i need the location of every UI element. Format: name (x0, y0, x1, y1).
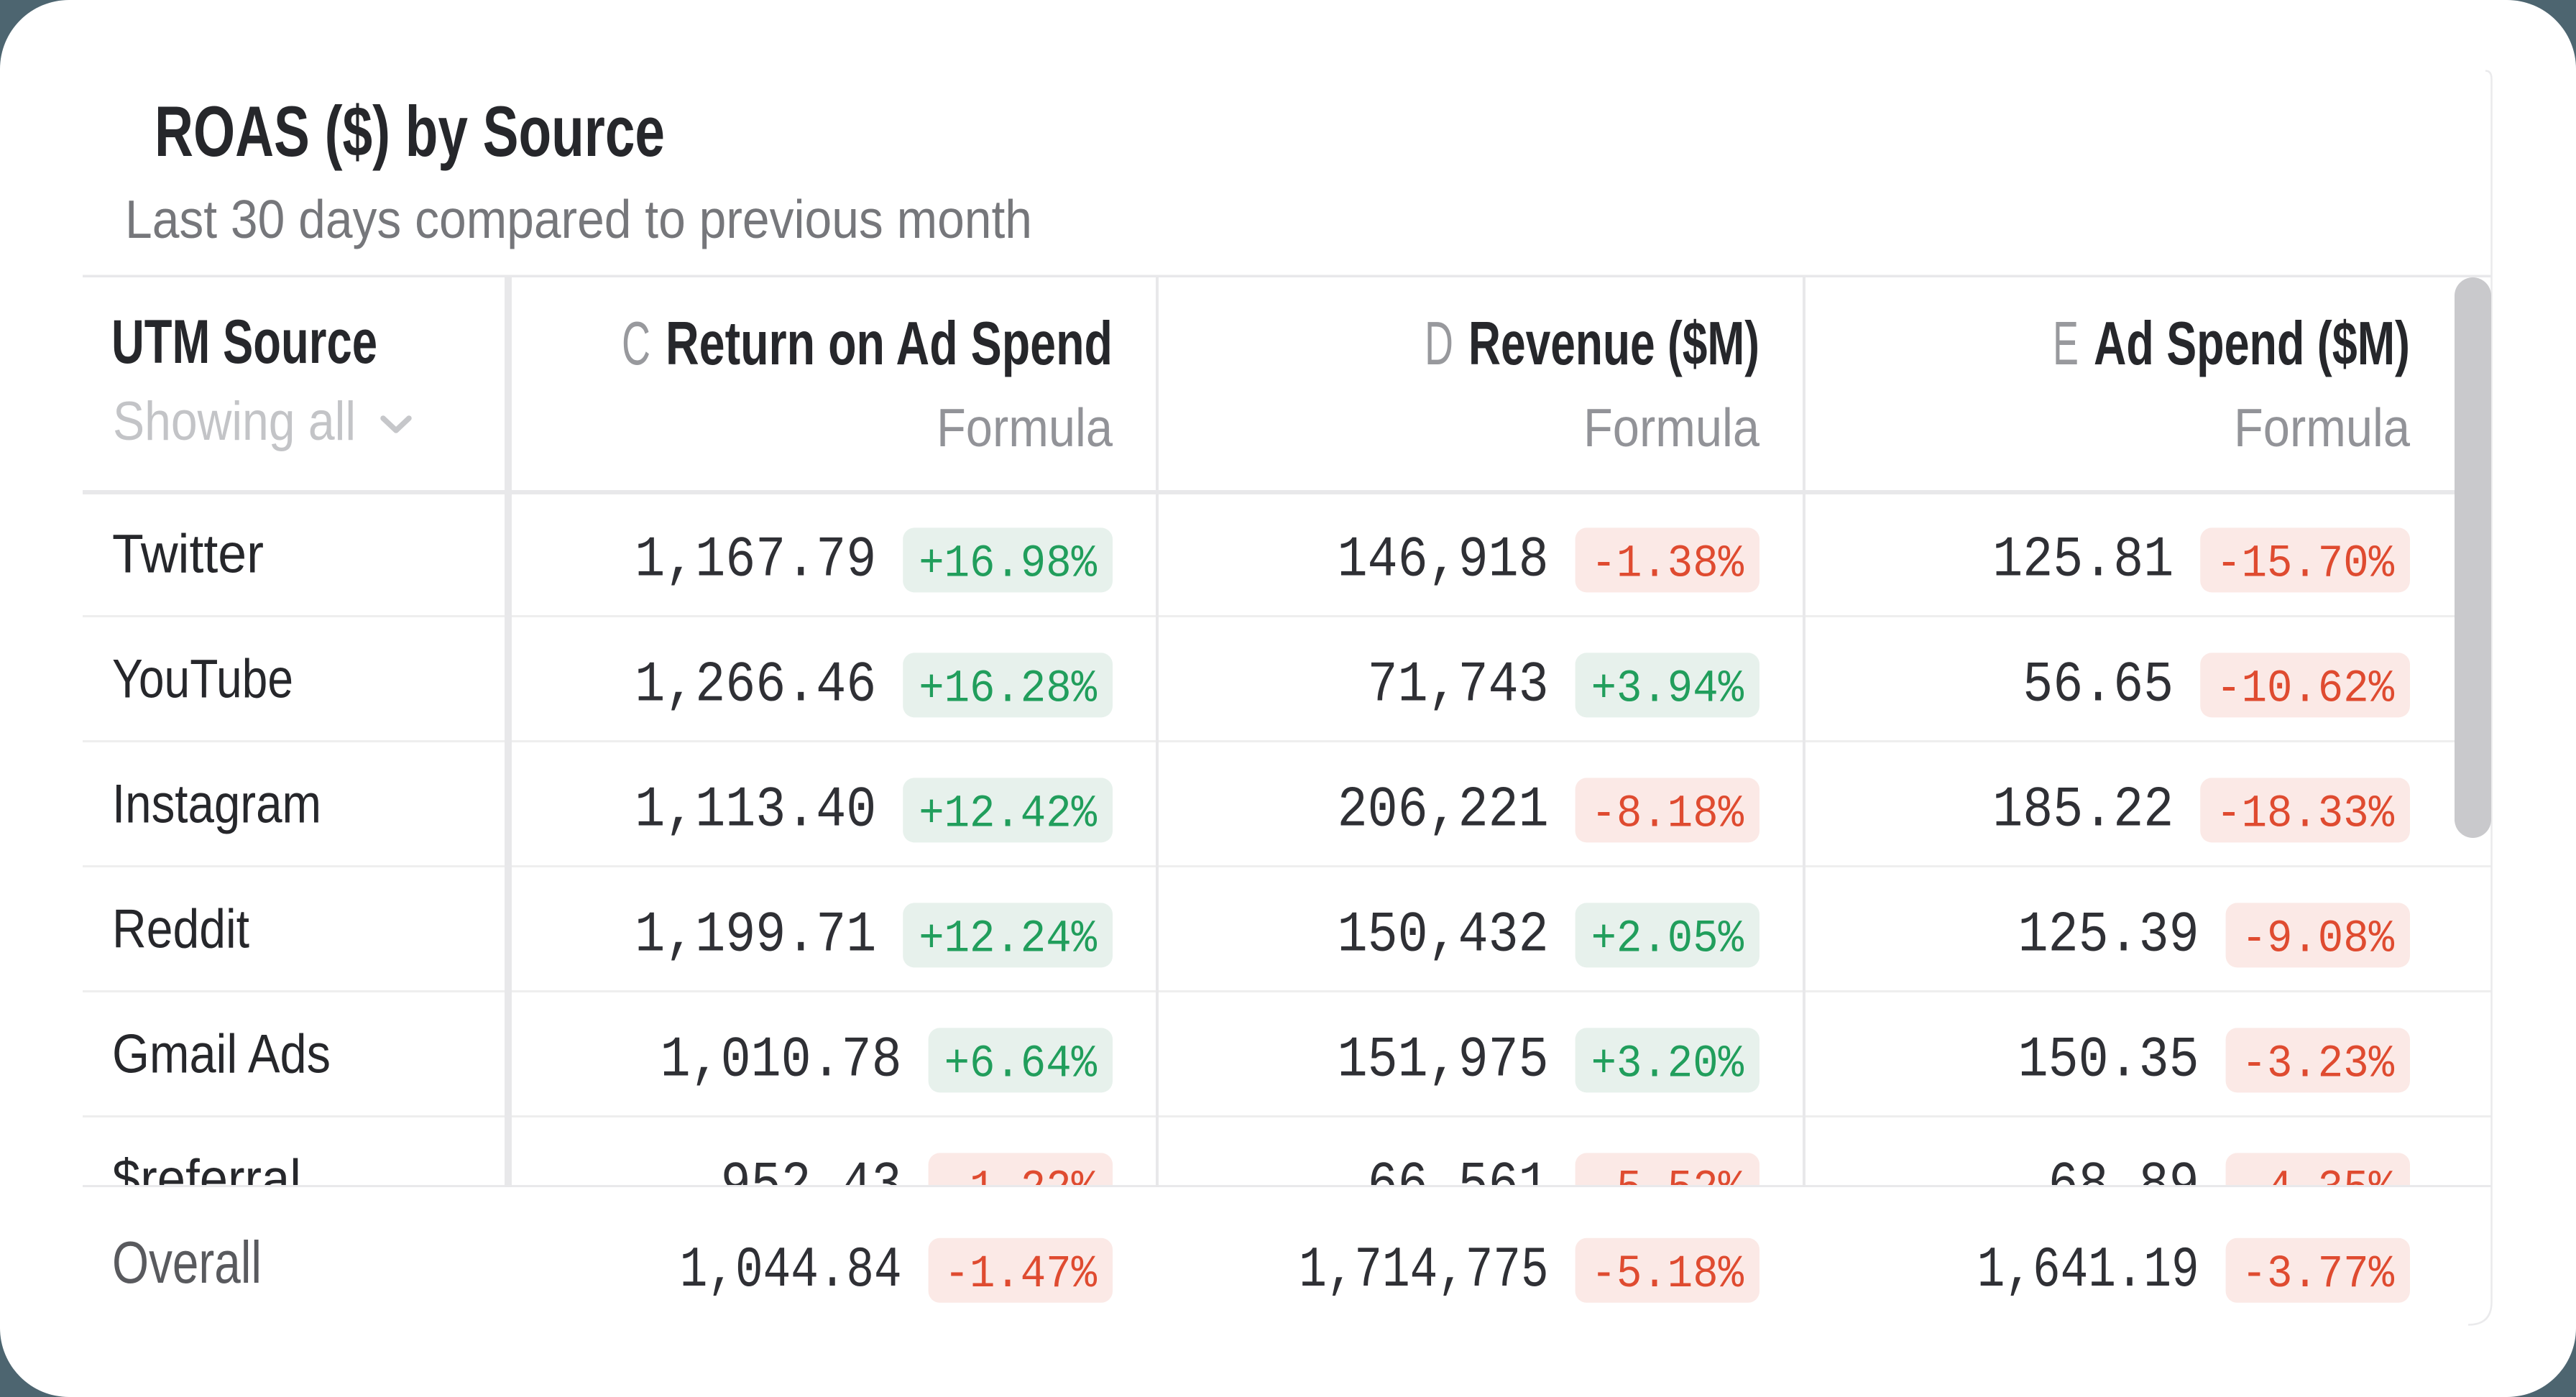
svg-text:Return on Ad Spend: Return on Ad Spend (666, 310, 1113, 378)
svg-text:-4.35%: -4.35% (2242, 1163, 2395, 1215)
svg-text:66,561: 66,561 (1368, 1153, 1549, 1218)
svg-text:1,167.79: 1,167.79 (635, 527, 876, 593)
svg-text:-5.18%: -5.18% (1591, 1249, 1744, 1301)
svg-text:Overall: Overall (112, 1229, 262, 1296)
svg-text:Formula: Formula (2234, 397, 2410, 458)
svg-text:952.43: 952.43 (721, 1153, 902, 1218)
svg-text:Gmail Ads: Gmail Ads (112, 1023, 331, 1084)
svg-text:56.65: 56.65 (2023, 653, 2174, 718)
svg-text:1,010.78: 1,010.78 (661, 1028, 902, 1093)
svg-text:+16.28%: +16.28% (919, 663, 1097, 715)
svg-text:+16.98%: +16.98% (919, 538, 1097, 590)
svg-text:C: C (622, 310, 650, 378)
svg-text:146,918: 146,918 (1338, 527, 1549, 593)
svg-text:$referral: $referral (112, 1148, 301, 1209)
svg-text:-15.70%: -15.70% (2216, 538, 2394, 590)
svg-text:E: E (2053, 310, 2079, 378)
svg-text:-3.77%: -3.77% (2242, 1249, 2395, 1301)
svg-text:+6.64%: +6.64% (944, 1038, 1098, 1090)
svg-text:+3.20%: +3.20% (1591, 1038, 1744, 1090)
svg-text:Formula: Formula (1583, 397, 1760, 458)
svg-text:ROAS ($) by Source: ROAS ($) by Source (155, 91, 665, 171)
svg-text:Last 30 days compared to previ: Last 30 days compared to previous month (125, 189, 1032, 249)
svg-text:+12.42%: +12.42% (919, 788, 1097, 840)
svg-text:Reddit: Reddit (112, 898, 249, 959)
svg-text:+3.94%: +3.94% (1591, 663, 1744, 715)
svg-text:151,975: 151,975 (1338, 1028, 1549, 1093)
svg-text:-1.47%: -1.47% (944, 1249, 1098, 1301)
svg-text:1,714,775: 1,714,775 (1299, 1238, 1548, 1304)
svg-text:-18.33%: -18.33% (2216, 788, 2394, 840)
svg-text:-5.52%: -5.52% (1591, 1163, 1744, 1215)
svg-text:Ad Spend ($M): Ad Spend ($M) (2094, 310, 2410, 378)
svg-text:YouTube: YouTube (112, 648, 293, 709)
svg-text:1,199.71: 1,199.71 (635, 903, 876, 968)
svg-text:Formula: Formula (937, 397, 1113, 458)
svg-text:D: D (1425, 310, 1453, 378)
svg-text:206,221: 206,221 (1338, 778, 1549, 843)
svg-text:1,044.84: 1,044.84 (680, 1238, 902, 1304)
svg-text:125.81: 125.81 (1992, 527, 2174, 593)
svg-text:-1.38%: -1.38% (1591, 538, 1744, 590)
svg-text:Twitter: Twitter (112, 523, 264, 584)
svg-text:185.22: 185.22 (1992, 778, 2174, 843)
svg-text:-8.18%: -8.18% (1591, 788, 1744, 840)
svg-text:150,432: 150,432 (1338, 903, 1549, 968)
svg-text:1,641.19: 1,641.19 (1977, 1238, 2199, 1304)
svg-text:Showing all: Showing all (113, 391, 356, 452)
svg-text:150.35: 150.35 (2018, 1028, 2199, 1093)
svg-text:71,743: 71,743 (1368, 653, 1549, 718)
svg-text:+12.24%: +12.24% (919, 913, 1097, 965)
svg-text:UTM Source: UTM Source (111, 308, 377, 377)
svg-text:-10.62%: -10.62% (2216, 663, 2394, 715)
svg-text:-9.08%: -9.08% (2242, 913, 2395, 965)
svg-text:Revenue ($M): Revenue ($M) (1468, 310, 1760, 378)
svg-text:1,266.46: 1,266.46 (635, 653, 876, 718)
svg-text:+2.05%: +2.05% (1591, 913, 1744, 965)
svg-text:-3.23%: -3.23% (2242, 1038, 2395, 1090)
svg-text:68.89: 68.89 (2048, 1153, 2199, 1218)
svg-text:-1.22%: -1.22% (944, 1163, 1098, 1215)
svg-text:1,113.40: 1,113.40 (635, 778, 876, 843)
svg-text:125.39: 125.39 (2018, 903, 2199, 968)
svg-text:Instagram: Instagram (112, 773, 321, 834)
